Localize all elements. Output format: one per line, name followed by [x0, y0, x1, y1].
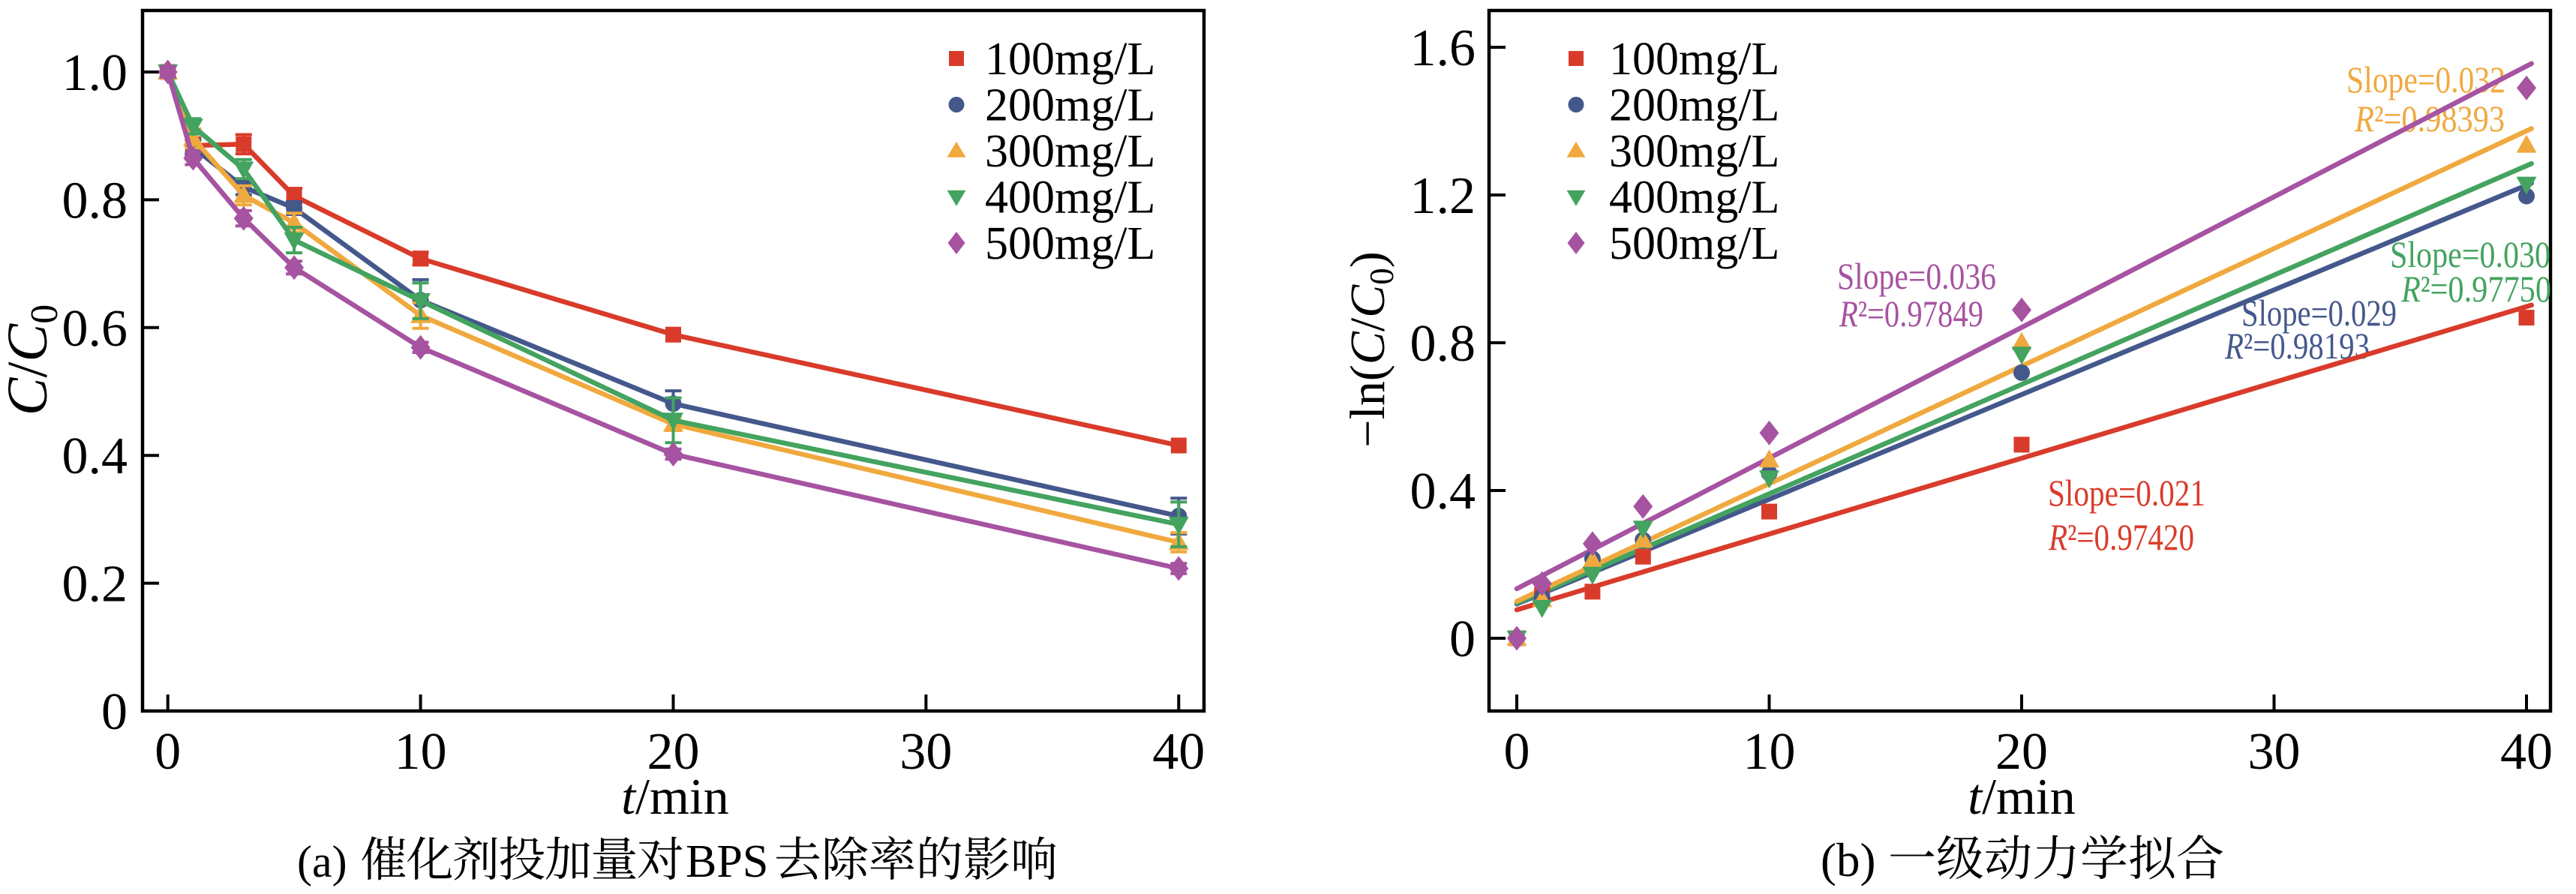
svg-text:100mg/L: 100mg/L — [985, 34, 1155, 85]
svg-text:(a): (a) — [297, 837, 347, 886]
svg-text:500mg/L: 500mg/L — [1609, 218, 1779, 269]
svg-text:0.6: 0.6 — [62, 300, 128, 358]
svg-text:Slope=0.032: Slope=0.032 — [2346, 58, 2505, 100]
svg-text:0.2: 0.2 — [62, 556, 128, 614]
svg-text:20: 20 — [647, 723, 700, 781]
svg-text:1.6: 1.6 — [1410, 20, 1476, 77]
svg-text:100mg/L: 100mg/L — [1609, 34, 1779, 85]
svg-text:10: 10 — [1743, 723, 1796, 781]
svg-text:300mg/L: 300mg/L — [985, 126, 1155, 177]
svg-text:400mg/L: 400mg/L — [1609, 172, 1779, 224]
svg-text:400mg/L: 400mg/L — [985, 172, 1155, 224]
svg-text:0.8: 0.8 — [62, 172, 128, 230]
svg-text:10: 10 — [395, 723, 447, 781]
svg-text:Slope=0.021: Slope=0.021 — [2048, 472, 2205, 514]
svg-text:t/min: t/min — [1968, 768, 2076, 825]
svg-text:300mg/L: 300mg/L — [1609, 126, 1779, 177]
svg-text:500mg/L: 500mg/L — [985, 218, 1155, 269]
svg-text:0: 0 — [155, 723, 181, 781]
svg-text:0: 0 — [1449, 610, 1476, 668]
svg-text:0: 0 — [101, 683, 128, 741]
svg-text:Slope=0.036: Slope=0.036 — [1837, 255, 1996, 297]
svg-text:30: 30 — [899, 723, 952, 781]
svg-text:0.4: 0.4 — [62, 428, 128, 485]
svg-text:1.0: 1.0 — [62, 44, 128, 102]
svg-text:20: 20 — [1995, 723, 2048, 781]
svg-text:(b): (b) — [1821, 834, 1875, 886]
svg-text:200mg/L: 200mg/L — [1609, 80, 1779, 131]
svg-text:−ln(C/C0): −ln(C/C0) — [1341, 251, 1401, 447]
svg-text:0.8: 0.8 — [1410, 315, 1476, 373]
svg-text:R²=0.97420: R²=0.97420 — [2048, 516, 2194, 558]
svg-text:Slope=0.029: Slope=0.029 — [2241, 292, 2397, 334]
svg-text:200mg/L: 200mg/L — [985, 80, 1155, 131]
svg-text:30: 30 — [2248, 723, 2301, 781]
svg-text:t/min: t/min — [621, 768, 729, 825]
svg-text:40: 40 — [1152, 723, 1205, 781]
svg-text:0: 0 — [1504, 723, 1530, 781]
svg-text:BPS: BPS — [686, 836, 768, 887]
svg-text:0.4: 0.4 — [1410, 463, 1476, 520]
svg-text:C/C0: C/C0 — [0, 304, 66, 416]
svg-text:R²=0.97849: R²=0.97849 — [1839, 292, 1983, 334]
svg-text:1.2: 1.2 — [1410, 167, 1476, 225]
svg-text:Slope=0.030: Slope=0.030 — [2390, 233, 2550, 275]
svg-text:R²=0.97750: R²=0.97750 — [2400, 268, 2551, 310]
svg-text:40: 40 — [2500, 723, 2553, 781]
